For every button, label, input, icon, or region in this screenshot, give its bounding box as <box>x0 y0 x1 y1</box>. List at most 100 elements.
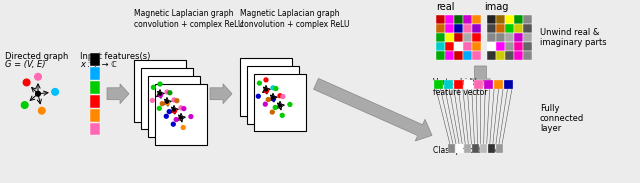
Text: Magnetic Laplacian graph
convolution + complex ReLU: Magnetic Laplacian graph convolution + c… <box>134 10 243 29</box>
Bar <box>445 42 454 51</box>
Circle shape <box>264 102 268 106</box>
Bar <box>523 33 532 42</box>
Circle shape <box>174 118 178 122</box>
Bar <box>434 80 443 89</box>
Circle shape <box>281 95 285 98</box>
Circle shape <box>271 86 275 90</box>
Bar <box>141 68 193 129</box>
Bar <box>463 15 472 24</box>
Bar <box>514 42 523 51</box>
Circle shape <box>179 106 183 110</box>
Bar <box>496 15 505 24</box>
Bar <box>240 58 292 116</box>
Bar <box>436 42 445 51</box>
Bar <box>445 33 454 42</box>
Bar <box>523 42 532 51</box>
Circle shape <box>175 99 179 103</box>
Bar <box>496 144 503 153</box>
Circle shape <box>165 90 169 94</box>
Polygon shape <box>210 84 232 104</box>
Bar <box>454 33 463 42</box>
Bar <box>523 51 532 60</box>
Bar <box>472 51 481 60</box>
Bar <box>474 80 483 89</box>
Bar <box>454 80 463 89</box>
Bar <box>472 24 481 33</box>
Circle shape <box>164 114 168 118</box>
Bar <box>505 24 514 33</box>
Circle shape <box>38 107 45 114</box>
Text: Directed graph: Directed graph <box>5 52 68 61</box>
Bar <box>90 67 100 80</box>
Circle shape <box>257 94 260 98</box>
Circle shape <box>152 85 156 89</box>
Circle shape <box>274 87 278 91</box>
Bar <box>445 24 454 33</box>
Circle shape <box>35 74 42 80</box>
Circle shape <box>266 98 270 101</box>
Bar <box>456 144 463 153</box>
Circle shape <box>168 91 172 95</box>
Bar <box>494 80 503 89</box>
Circle shape <box>167 110 171 113</box>
Circle shape <box>36 91 40 96</box>
Bar <box>480 144 487 153</box>
Bar <box>505 33 514 42</box>
Bar <box>463 42 472 51</box>
Bar <box>514 15 523 24</box>
Bar <box>496 24 505 33</box>
Bar <box>445 51 454 60</box>
Bar <box>436 33 445 42</box>
Bar <box>487 51 496 60</box>
Circle shape <box>21 102 28 108</box>
Text: real: real <box>436 2 454 12</box>
Bar <box>463 51 472 60</box>
Circle shape <box>189 115 193 118</box>
Polygon shape <box>107 84 129 104</box>
Polygon shape <box>470 66 490 88</box>
Bar <box>505 15 514 24</box>
Circle shape <box>264 88 268 91</box>
Bar <box>90 53 100 66</box>
Circle shape <box>172 109 177 113</box>
Bar <box>436 24 445 33</box>
Circle shape <box>278 94 282 98</box>
Bar <box>454 42 463 51</box>
Circle shape <box>270 110 274 114</box>
Bar <box>472 33 481 42</box>
Bar <box>487 42 496 51</box>
Bar <box>472 15 481 24</box>
Text: Fully
connected
layer: Fully connected layer <box>540 104 584 133</box>
Circle shape <box>257 81 261 85</box>
Circle shape <box>157 107 161 110</box>
Bar <box>514 51 523 60</box>
Bar <box>472 144 479 153</box>
Bar <box>90 81 100 94</box>
Circle shape <box>166 100 168 103</box>
Circle shape <box>159 93 163 97</box>
Bar <box>134 60 186 122</box>
Text: Magnetic Laplacian graph
convolution + complex ReLU: Magnetic Laplacian graph convolution + c… <box>240 10 349 29</box>
Circle shape <box>172 98 176 102</box>
Circle shape <box>182 107 186 111</box>
Bar <box>444 80 453 89</box>
Polygon shape <box>314 78 432 141</box>
Circle shape <box>264 78 268 82</box>
Bar <box>488 144 495 153</box>
Bar <box>514 33 523 42</box>
Bar <box>436 51 445 60</box>
Bar <box>148 76 200 137</box>
Circle shape <box>172 122 175 126</box>
Text: Unwind real &
imaginary parts: Unwind real & imaginary parts <box>540 27 607 47</box>
Circle shape <box>160 102 164 106</box>
Circle shape <box>288 102 292 106</box>
Circle shape <box>264 89 268 93</box>
Bar <box>484 80 493 89</box>
Bar <box>487 33 496 42</box>
Bar <box>514 24 523 33</box>
Circle shape <box>271 97 275 101</box>
Circle shape <box>181 126 185 129</box>
Circle shape <box>280 113 284 117</box>
Bar <box>454 24 463 33</box>
Bar <box>472 42 481 51</box>
